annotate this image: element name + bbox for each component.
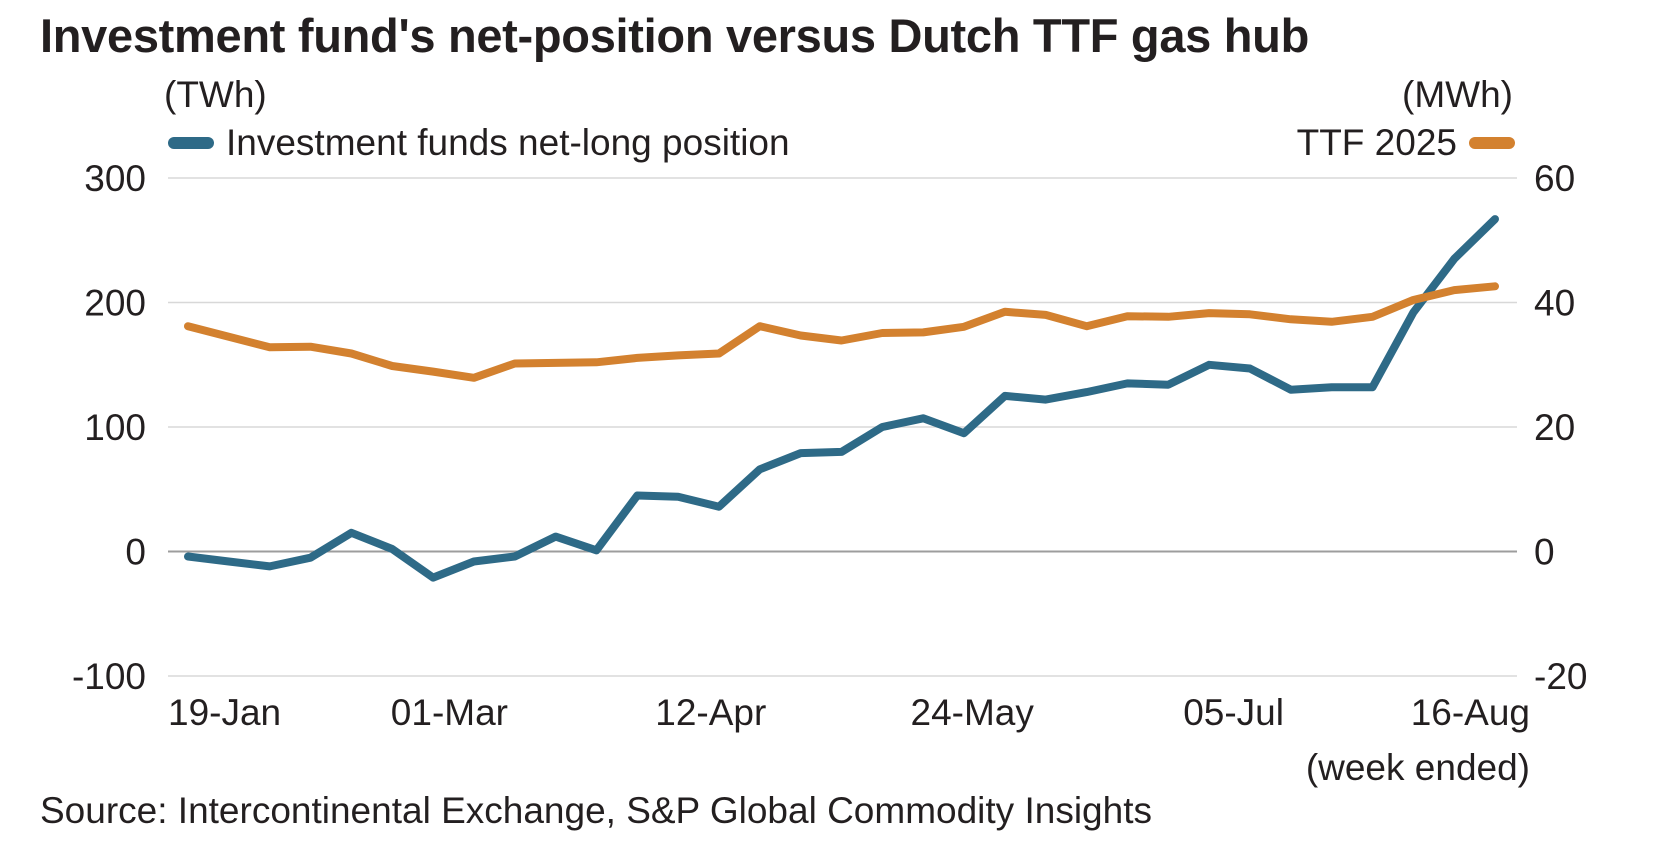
y-left-tick-label: -100: [72, 656, 146, 697]
left-axis-unit: (TWh): [164, 74, 267, 115]
y-right-tick-label: 20: [1534, 407, 1575, 448]
legend-item-ttf: TTF 2025: [1297, 122, 1515, 164]
right-axis-unit: (MWh): [1402, 74, 1513, 115]
source-note: Source: Intercontinental Exchange, S&P G…: [40, 790, 1152, 831]
y-right-tick-label: 0: [1534, 532, 1555, 573]
legend-swatch-net-long: [168, 137, 214, 149]
legend-label-ttf: TTF 2025: [1296, 122, 1457, 163]
x-tick-label: 12-Apr: [655, 692, 766, 733]
series-line-ttf: [184, 282, 1499, 382]
legend-label-net-long: Investment funds net-long position: [226, 122, 790, 163]
y-left-tick-label: 0: [125, 532, 146, 573]
x-tick-label: 05-Jul: [1183, 692, 1284, 733]
x-tick-label: 01-Mar: [391, 692, 508, 733]
y-left-tick-label: 300: [84, 158, 146, 199]
y-left-tick-label: 100: [84, 407, 146, 448]
x-tick-label: 19-Jan: [168, 692, 281, 733]
x-tick-label: 24-May: [911, 692, 1035, 733]
legend-swatch-ttf: [1469, 137, 1515, 149]
y-right-tick-label: -20: [1534, 656, 1587, 697]
series-line-net-long: [184, 215, 1499, 582]
legend-item-net-long: Investment funds net-long position: [168, 122, 790, 164]
x-tick-label: 16-Aug: [1411, 692, 1530, 733]
y-right-tick-label: 60: [1534, 158, 1575, 199]
x-axis-label: (week ended): [1306, 747, 1530, 788]
chart-title: Investment fund's net-position versus Du…: [40, 9, 1309, 62]
y-right-tick-label: 40: [1534, 283, 1575, 324]
y-left-tick-label: 200: [84, 283, 146, 324]
